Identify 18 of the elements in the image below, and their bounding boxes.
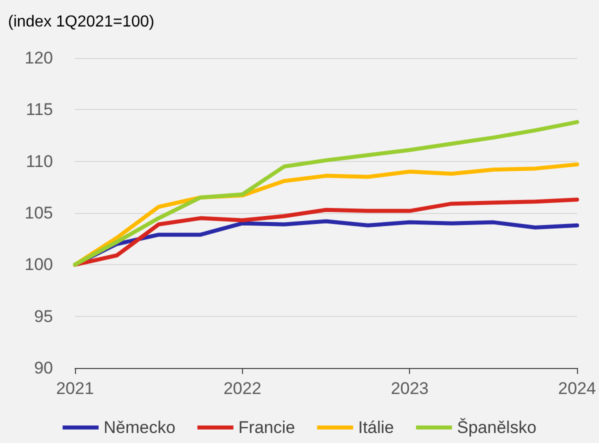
x-tick-label: 2023	[390, 379, 429, 398]
y-tick-label: 105	[24, 204, 53, 222]
legend-label: Francie	[238, 418, 296, 437]
line-series	[73, 198, 580, 267]
legend-label: Itálie	[358, 418, 394, 437]
y-tick-label: 110	[26, 152, 53, 171]
y-tick-label: 115	[26, 100, 53, 120]
legend-label: Německo	[104, 418, 176, 437]
line-series	[73, 120, 580, 267]
y-tick-label: 90	[34, 358, 53, 378]
y-tick-label: 120	[24, 48, 53, 68]
x-tick-label: 2024	[558, 379, 596, 398]
x-tick-label: 2022	[223, 379, 262, 398]
y-axis-title: (index 1Q2021=100)	[8, 14, 154, 30]
y-tick-label: 100	[24, 255, 53, 274]
x-tick-label: 2021	[56, 379, 94, 398]
y-tick-label: 95	[34, 306, 53, 326]
legend-label: Španělsko	[457, 418, 536, 437]
